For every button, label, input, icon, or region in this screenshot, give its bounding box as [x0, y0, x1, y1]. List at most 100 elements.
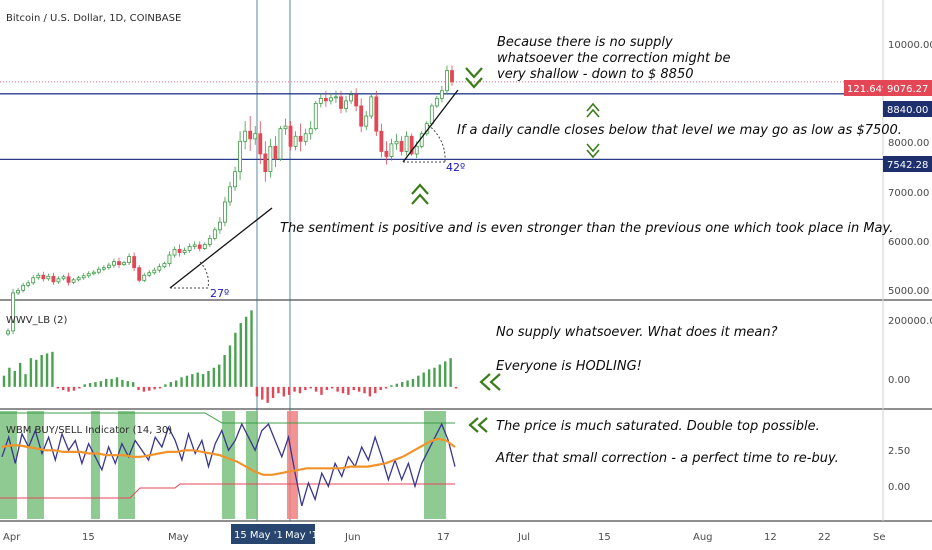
candle[interactable] — [41, 274, 46, 280]
candle[interactable] — [339, 96, 343, 109]
candle[interactable] — [334, 96, 338, 99]
candle[interactable] — [349, 94, 354, 102]
trendline-june[interactable] — [402, 89, 459, 163]
candle[interactable] — [313, 103, 318, 130]
candle[interactable] — [182, 250, 187, 253]
candle[interactable] — [142, 274, 147, 281]
candle[interactable] — [268, 145, 273, 173]
candle[interactable] — [450, 70, 454, 83]
candle[interactable] — [122, 262, 126, 266]
candle[interactable] — [434, 97, 439, 107]
candle[interactable] — [283, 125, 288, 130]
candle[interactable] — [233, 171, 237, 188]
candle[interactable] — [31, 277, 36, 284]
candle[interactable] — [91, 271, 96, 275]
candle[interactable] — [223, 201, 227, 223]
candle[interactable] — [364, 115, 369, 127]
candle[interactable] — [197, 244, 202, 249]
candle[interactable] — [127, 256, 132, 264]
candle[interactable] — [374, 96, 379, 132]
candle[interactable] — [6, 330, 10, 335]
candle[interactable] — [81, 275, 86, 279]
candle[interactable] — [112, 261, 116, 266]
candle[interactable] — [152, 269, 157, 274]
candle[interactable] — [56, 278, 61, 283]
candle[interactable] — [243, 130, 248, 142]
top-note-line3: very shallow - down to $ 8850 — [497, 67, 694, 82]
time-tick: Jun — [344, 532, 361, 543]
candle[interactable] — [354, 94, 359, 107]
time-axis: Apr 15 May Jun 17 Jul 15 Aug 12 22 Se — [3, 532, 886, 543]
candle[interactable] — [36, 274, 41, 279]
candle[interactable] — [359, 105, 364, 127]
candle[interactable] — [248, 130, 253, 140]
candle[interactable] — [16, 290, 21, 294]
candle[interactable] — [137, 267, 142, 281]
candle[interactable] — [404, 135, 409, 152]
candle[interactable] — [101, 267, 106, 270]
trendline-may[interactable] — [169, 207, 273, 289]
candle[interactable] — [399, 140, 404, 152]
candle[interactable] — [11, 292, 15, 332]
candle[interactable] — [379, 130, 384, 152]
candle[interactable] — [323, 97, 328, 102]
candle[interactable] — [389, 143, 394, 157]
candle[interactable] — [394, 140, 399, 145]
angle-label-small: 27º — [210, 287, 229, 300]
candle[interactable] — [263, 153, 268, 173]
candle[interactable] — [273, 145, 278, 160]
candle[interactable] — [106, 264, 111, 269]
price-tick: 6000.00 — [888, 237, 929, 248]
candle[interactable] — [51, 275, 56, 283]
wave-line[interactable] — [1, 422, 456, 507]
candle[interactable] — [228, 186, 232, 203]
candle[interactable] — [167, 254, 172, 265]
candle[interactable] — [192, 244, 197, 247]
candle[interactable] — [414, 145, 419, 155]
candle[interactable] — [147, 272, 152, 276]
candle[interactable] — [384, 151, 389, 157]
signal-line[interactable] — [1, 437, 456, 476]
candle[interactable] — [278, 128, 283, 160]
candle[interactable] — [217, 221, 222, 231]
candle[interactable] — [26, 282, 31, 286]
candle[interactable] — [157, 266, 162, 271]
candle[interactable] — [96, 268, 101, 273]
candle[interactable] — [177, 249, 182, 253]
candle[interactable] — [71, 279, 76, 283]
candle[interactable] — [76, 277, 81, 281]
candle[interactable] — [202, 244, 207, 249]
candle[interactable] — [253, 133, 258, 140]
candle[interactable] — [344, 100, 348, 109]
candle[interactable] — [445, 70, 449, 92]
candle[interactable] — [21, 284, 26, 291]
volume-bar — [417, 375, 420, 387]
candle[interactable] — [318, 97, 323, 104]
candle[interactable] — [369, 96, 374, 117]
candle[interactable] — [308, 128, 313, 135]
candle[interactable] — [409, 135, 414, 155]
candle[interactable] — [238, 140, 243, 173]
candle[interactable] — [293, 135, 298, 147]
candle[interactable] — [212, 229, 217, 239]
candle[interactable] — [429, 105, 434, 125]
candle[interactable] — [288, 125, 293, 147]
candle[interactable] — [132, 256, 137, 269]
volume-bar — [153, 386, 156, 390]
candle[interactable] — [61, 276, 66, 280]
candle[interactable] — [298, 135, 303, 142]
candle[interactable] — [439, 90, 444, 99]
candle[interactable] — [303, 133, 308, 142]
candle[interactable] — [258, 133, 263, 155]
candle[interactable] — [328, 97, 333, 102]
candle[interactable] — [162, 263, 167, 268]
candle[interactable] — [187, 246, 192, 251]
candle[interactable] — [207, 237, 212, 245]
volume-bar — [271, 386, 275, 399]
candle[interactable] — [66, 276, 71, 283]
volume-bar — [250, 310, 253, 387]
candle[interactable] — [86, 273, 91, 277]
candle[interactable] — [172, 249, 177, 256]
candle[interactable] — [46, 275, 51, 280]
candle[interactable] — [117, 261, 121, 266]
